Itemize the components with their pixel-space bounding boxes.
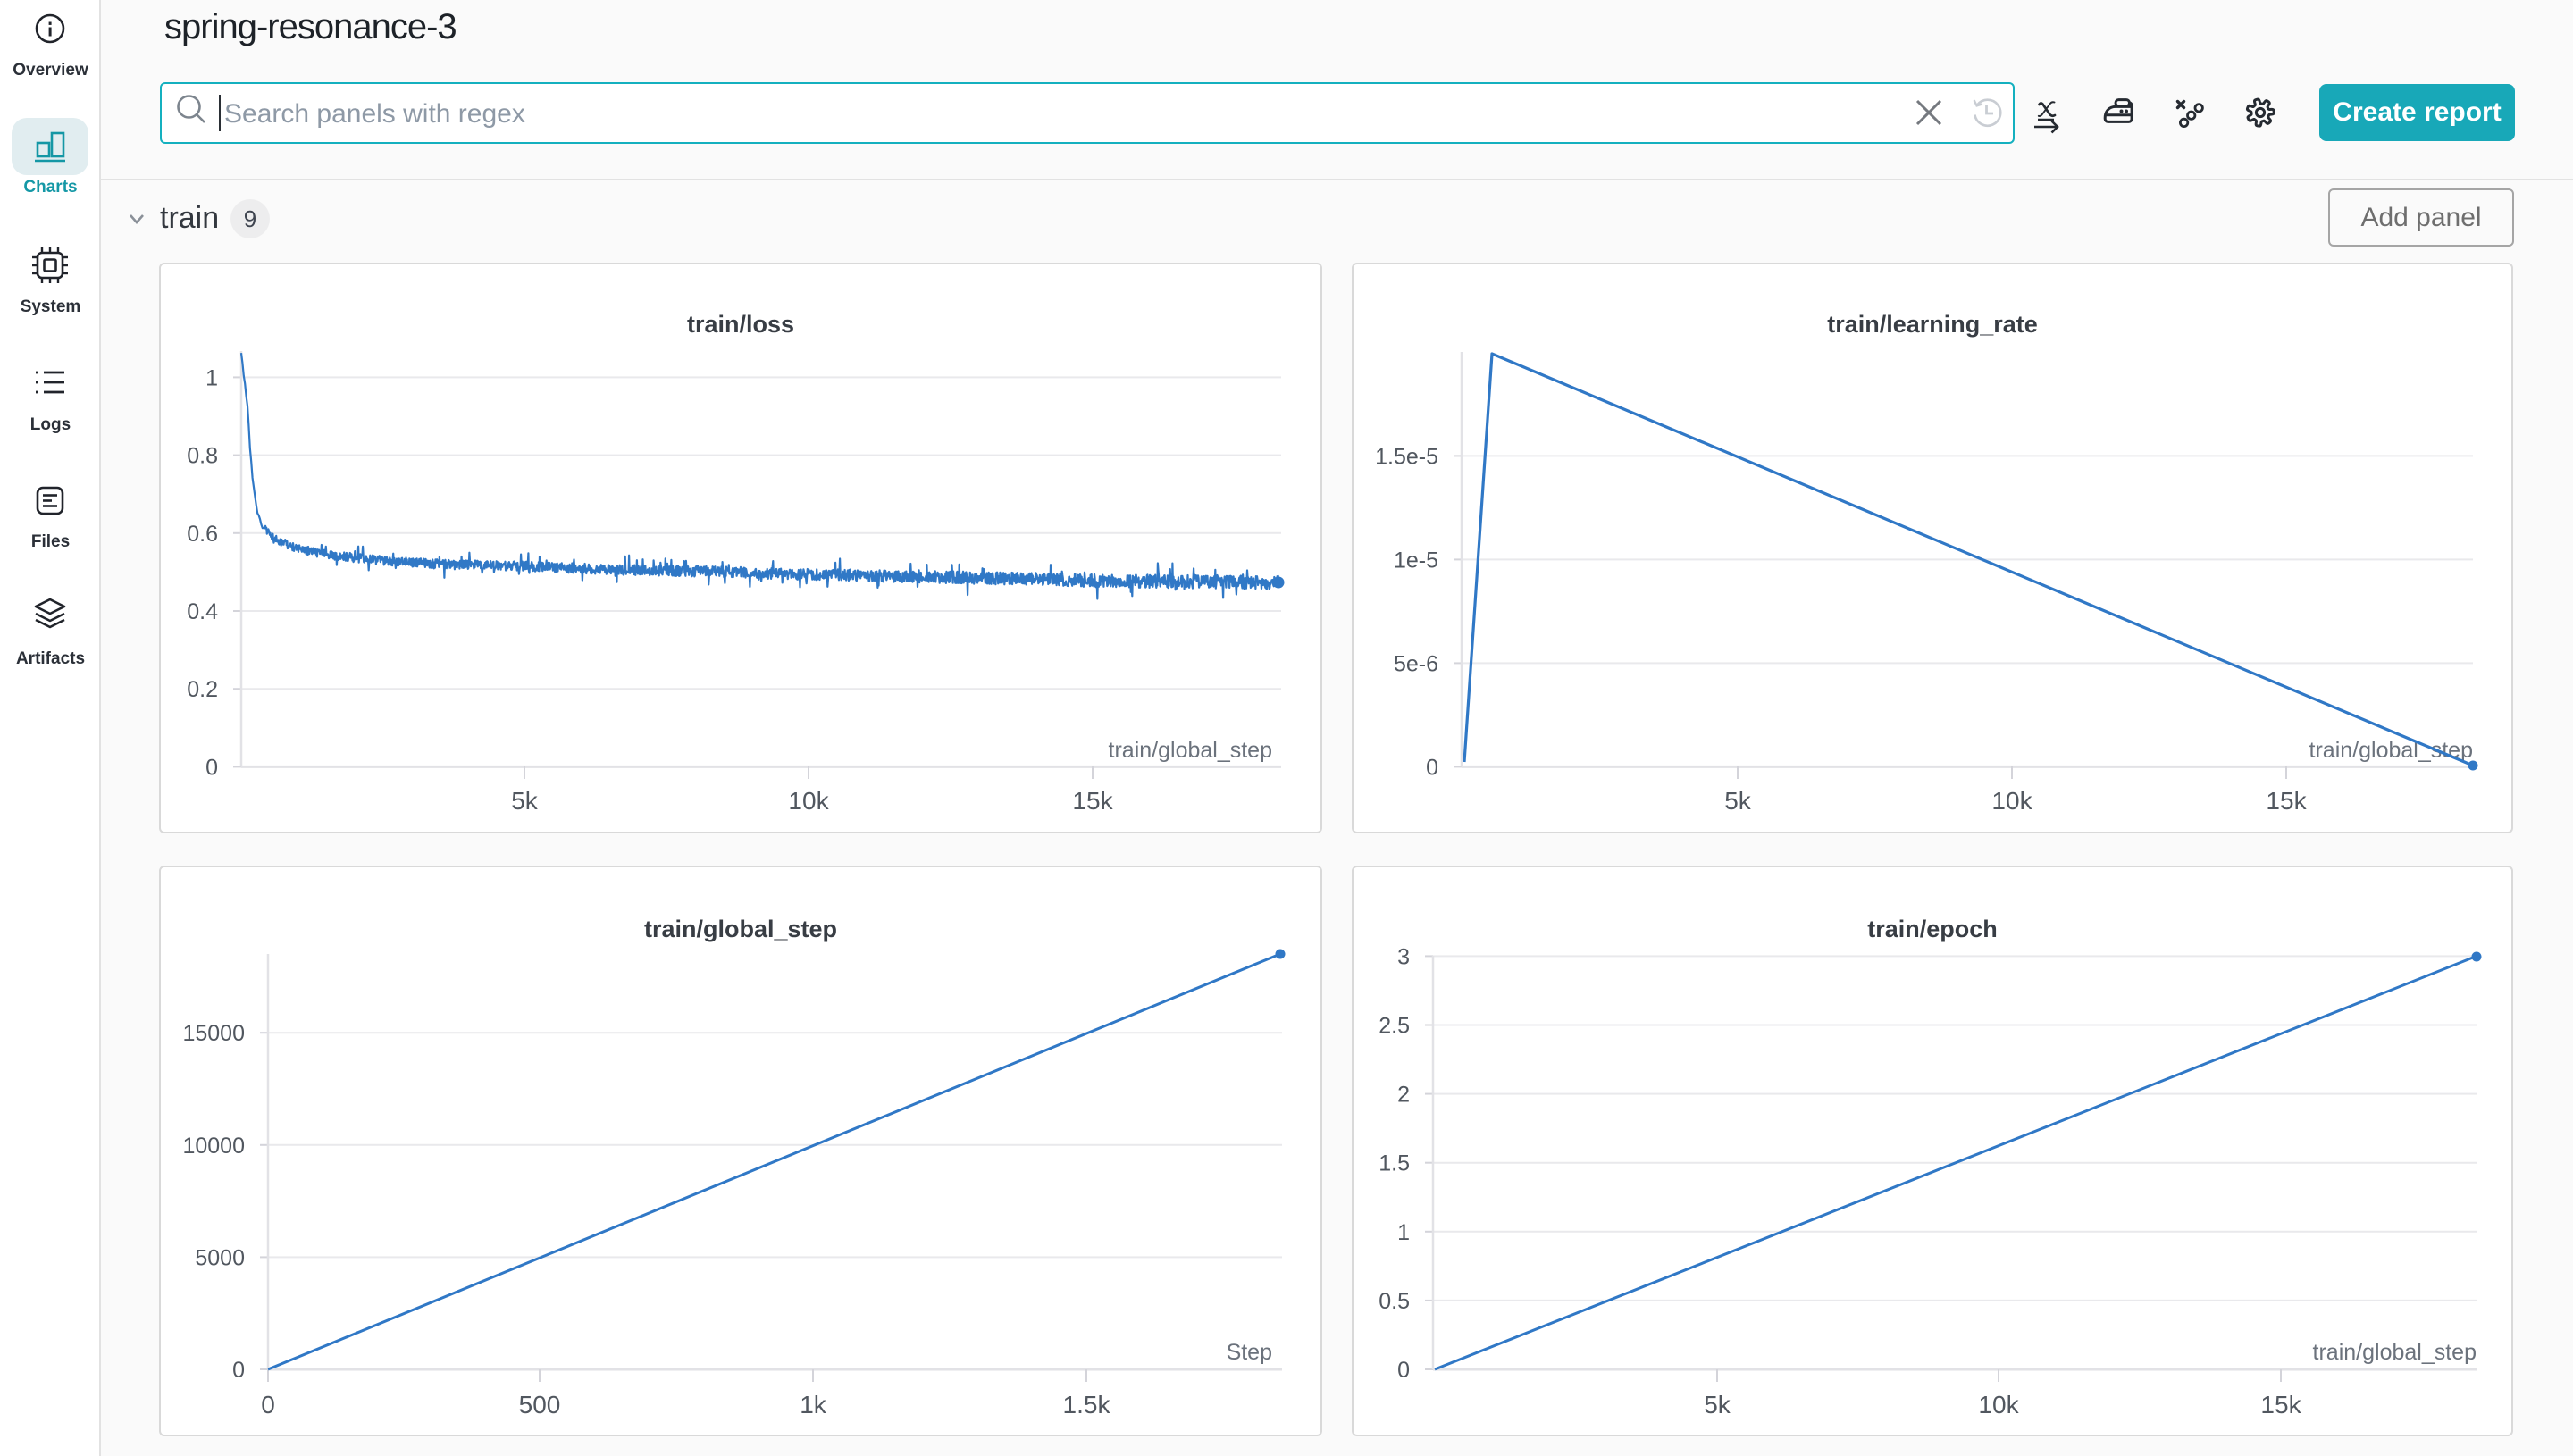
svg-text:train/learning_rate: train/learning_rate (1827, 311, 2038, 338)
svg-text:1.5k: 1.5k (1063, 1391, 1111, 1418)
svg-text:0.5: 0.5 (1379, 1289, 1410, 1314)
svg-text:5e-6: 5e-6 (1394, 651, 1438, 676)
svg-text:1: 1 (205, 365, 218, 390)
svg-text:train/loss: train/loss (687, 311, 794, 338)
svg-text:1.5: 1.5 (1379, 1151, 1410, 1176)
svg-text:1e-5: 1e-5 (1394, 548, 1438, 573)
svg-text:0.4: 0.4 (187, 599, 218, 624)
svg-text:train/global_step: train/global_step (2313, 1340, 2477, 1365)
svg-text:train/global_step: train/global_step (644, 916, 837, 942)
svg-text:2: 2 (1397, 1083, 1410, 1108)
svg-text:train/epoch: train/epoch (1867, 916, 1998, 942)
svg-text:15k: 15k (1072, 787, 1113, 815)
svg-text:10000: 10000 (182, 1134, 245, 1159)
svg-text:500: 500 (519, 1391, 561, 1418)
svg-text:15000: 15000 (182, 1021, 245, 1046)
svg-text:15k: 15k (2260, 1391, 2301, 1418)
svg-text:0.6: 0.6 (187, 522, 218, 547)
svg-text:2.5: 2.5 (1379, 1014, 1410, 1039)
svg-text:0: 0 (261, 1391, 275, 1418)
svg-text:train/global_step: train/global_step (1109, 738, 1272, 763)
svg-text:0.2: 0.2 (187, 677, 218, 702)
svg-text:train/global_step: train/global_step (2309, 738, 2473, 763)
svg-text:5k: 5k (1704, 1391, 1731, 1418)
svg-text:15k: 15k (2266, 787, 2307, 815)
svg-text:3: 3 (1397, 944, 1410, 969)
svg-text:1.5e-5: 1.5e-5 (1375, 444, 1438, 469)
svg-text:5k: 5k (511, 787, 539, 815)
svg-text:0: 0 (1426, 755, 1438, 780)
svg-text:10k: 10k (788, 787, 829, 815)
svg-text:10k: 10k (1991, 787, 2032, 815)
svg-text:Step: Step (1227, 1340, 1272, 1365)
svg-text:0: 0 (232, 1358, 245, 1383)
svg-text:1k: 1k (800, 1391, 827, 1418)
svg-text:10k: 10k (1978, 1391, 2019, 1418)
svg-text:1: 1 (1397, 1220, 1410, 1245)
svg-text:5k: 5k (1724, 787, 1752, 815)
svg-text:0.8: 0.8 (187, 444, 218, 469)
svg-text:0: 0 (1397, 1358, 1410, 1383)
svg-text:5000: 5000 (195, 1245, 245, 1270)
svg-text:0: 0 (205, 755, 218, 780)
